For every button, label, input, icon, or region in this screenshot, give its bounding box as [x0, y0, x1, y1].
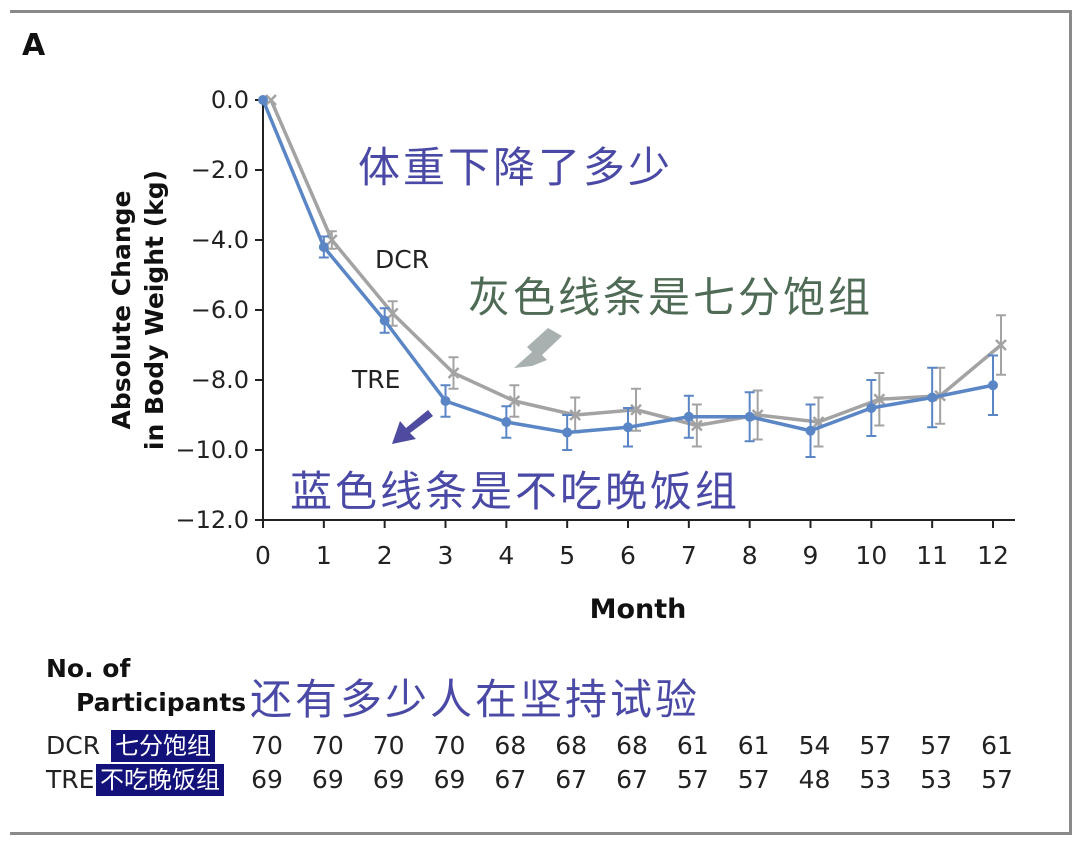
y-axis-label: Absolute Change in Body Weight (kg) — [107, 170, 169, 450]
data-point — [690, 419, 703, 432]
data-point — [562, 427, 573, 438]
participants-count-cell: 67 — [616, 765, 648, 794]
x-tick-label: 1 — [316, 541, 332, 570]
y-tick-label: 0.0 — [211, 86, 249, 114]
blue-arrow-icon — [392, 410, 433, 444]
y-tick-label: −2.0 — [191, 156, 249, 184]
y-tick-label: −8.0 — [191, 366, 249, 394]
x-tick-label: 9 — [803, 541, 819, 570]
participants-row-tag: 七分饱组 — [111, 730, 215, 762]
data-point — [508, 395, 521, 407]
participants-row-tag: 不吃晚饭组 — [96, 764, 224, 796]
data-point — [866, 403, 877, 413]
annotation-participants: 还有多少人在坚持试验 — [250, 675, 701, 724]
x-tick-label: 8 — [742, 541, 758, 570]
participants-row-label: DCR — [46, 731, 101, 760]
data-point — [683, 411, 694, 422]
series-label-tre: TRE — [351, 365, 400, 394]
x-tick-label: 5 — [559, 541, 575, 570]
data-point — [386, 307, 399, 320]
participants-count-cell: 69 — [372, 765, 405, 794]
x-tick-label: 12 — [977, 541, 1009, 570]
participants-count-cell: 67 — [494, 765, 527, 794]
participants-count-cell: 68 — [494, 731, 527, 760]
data-point — [630, 403, 642, 416]
participants-count-cell: 54 — [798, 731, 831, 760]
participants-count-cell: 53 — [920, 765, 953, 794]
participants-count-cell: 48 — [798, 765, 831, 794]
participants-count-cell: 70 — [433, 731, 466, 760]
participants-count-cell: 70 — [311, 731, 344, 760]
annotation-gray-line: 灰色线条是七分饱组 — [468, 273, 874, 322]
data-point — [995, 339, 1007, 351]
participants-count-cell: 53 — [859, 765, 892, 794]
data-point — [873, 393, 886, 406]
frame-right-border — [1069, 10, 1072, 835]
annotation-title: 体重下降了多少 — [358, 143, 674, 192]
participants-count-cell: 57 — [920, 731, 953, 760]
participants-count-cell: 68 — [555, 731, 588, 760]
gray-arrow-icon — [514, 328, 562, 368]
data-point — [569, 409, 582, 421]
participants-count-cell: 57 — [676, 765, 709, 794]
series-tre — [258, 95, 998, 458]
x-tick-label: 10 — [855, 541, 887, 570]
data-point — [501, 417, 512, 427]
y-tick-label: −6.0 — [191, 296, 249, 324]
participants-count-cell: 70 — [251, 731, 283, 760]
x-tick-label: 4 — [498, 541, 514, 570]
frame-bottom-border — [10, 832, 1072, 835]
participants-count-cell: 57 — [981, 765, 1013, 794]
data-point — [927, 392, 938, 403]
participants-count-cell: 70 — [372, 731, 405, 760]
data-point — [258, 95, 268, 105]
data-point — [440, 396, 451, 406]
y-axis-label-line: in Body Weight (kg) — [140, 170, 169, 450]
x-tick-label: 2 — [377, 541, 393, 570]
participants-count-cell: 67 — [555, 765, 588, 794]
x-axis-label: Month — [590, 594, 687, 625]
y-axis-label-line: Absolute Change — [107, 191, 136, 430]
participants-count-cell: 57 — [859, 731, 892, 760]
data-point — [379, 315, 390, 326]
panel-label: A — [22, 28, 46, 63]
participants-count-cell: 69 — [311, 765, 344, 794]
data-point — [623, 422, 633, 433]
participants-count-cell: 69 — [251, 765, 283, 794]
annotation-blue-line: 蓝色线条是不吃晚饭组 — [290, 467, 741, 516]
participants-count-cell: 61 — [676, 731, 709, 760]
participants-count-cell: 61 — [981, 731, 1013, 760]
data-point — [805, 425, 816, 436]
series-label-dcr: DCR — [375, 245, 429, 274]
participants-row-label: TRE — [46, 765, 95, 794]
x-tick-label: 3 — [438, 541, 454, 570]
participants-count-cell: 69 — [433, 765, 466, 794]
participants-count-cell: 61 — [737, 731, 770, 760]
y-tick-label: −4.0 — [191, 226, 249, 254]
data-point — [265, 94, 277, 106]
data-point — [447, 367, 460, 379]
x-tick-label: 7 — [681, 541, 697, 570]
y-tick-label: −12.0 — [175, 506, 249, 534]
participants-count-cell: 68 — [616, 731, 648, 760]
data-point — [988, 380, 998, 391]
participants-heading-line2: Participants — [76, 688, 247, 717]
x-tick-label: 6 — [620, 541, 636, 570]
y-tick-label: −10.0 — [175, 436, 249, 464]
x-tick-label: 0 — [255, 541, 271, 570]
data-point — [744, 411, 755, 422]
data-point — [318, 242, 329, 252]
participants-heading-line1: No. of — [46, 654, 131, 683]
frame-top-border — [10, 10, 1072, 13]
participants-count-cell: 57 — [737, 765, 770, 794]
x-tick-label: 11 — [916, 541, 948, 570]
